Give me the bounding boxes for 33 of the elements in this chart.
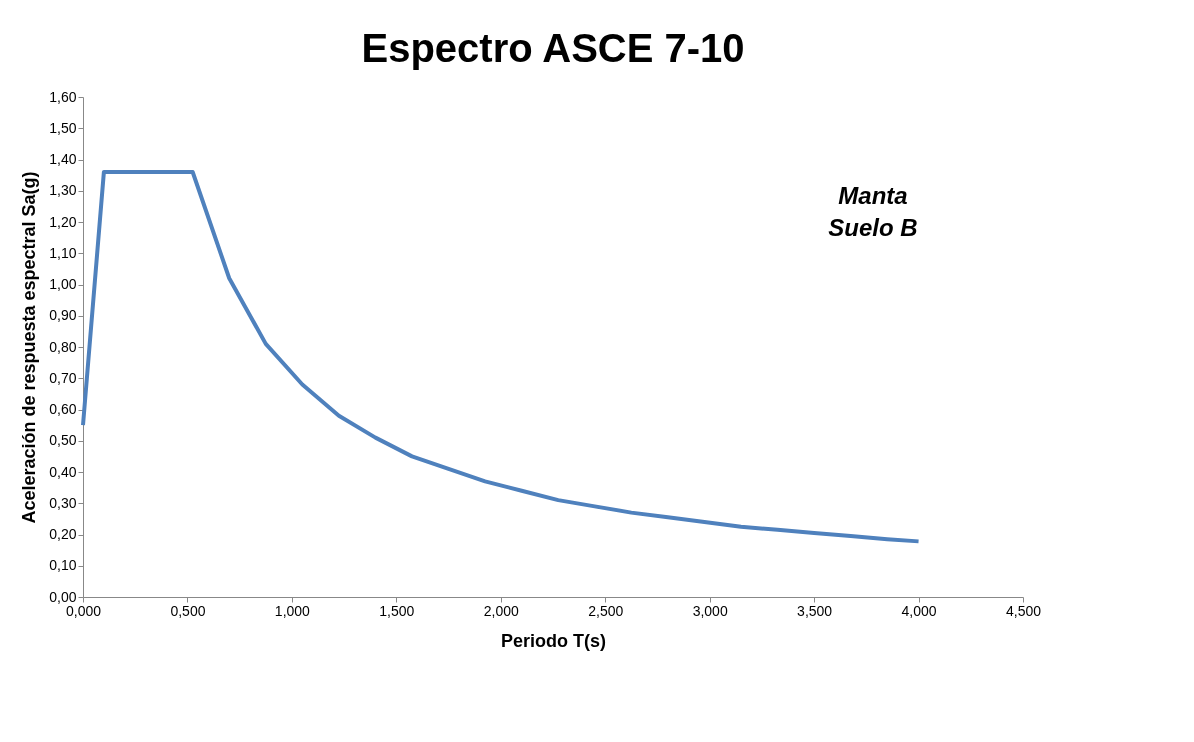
y-tick-label: 0,00 bbox=[49, 588, 77, 605]
y-tick-label: 0,90 bbox=[49, 307, 77, 324]
x-tick-label: 3,500 bbox=[797, 602, 833, 619]
y-tick-label: 1,40 bbox=[49, 151, 77, 167]
x-tick-label: 2,000 bbox=[483, 602, 519, 619]
y-tick-label: 0,40 bbox=[49, 463, 77, 480]
y-tick-label: 0,80 bbox=[49, 338, 77, 355]
x-tick-label: 0,000 bbox=[65, 602, 102, 619]
x-tick-label: 4,500 bbox=[1005, 602, 1042, 619]
y-tick-label: 0,30 bbox=[49, 494, 77, 511]
y-tick-label: 0,20 bbox=[49, 526, 77, 542]
y-tick-label: 1,10 bbox=[49, 244, 77, 261]
line-series bbox=[81, 170, 921, 544]
y-tick-label: 1,50 bbox=[49, 119, 77, 136]
x-tick-label: 4,000 bbox=[901, 602, 937, 619]
y-tick-label: 1,60 bbox=[49, 88, 77, 105]
y-tick-label: 0,70 bbox=[49, 369, 77, 386]
x-tick-label: 2,500 bbox=[588, 602, 624, 619]
annotation: Manta bbox=[838, 182, 908, 209]
y-tick-label: 0,60 bbox=[49, 401, 77, 417]
y-axis-title: Aceleración de respuesta espectral Sa(g) bbox=[19, 171, 40, 524]
chart-title: Espectro ASCE 7-10 bbox=[361, 26, 745, 70]
y-tick-label: 0,50 bbox=[49, 432, 77, 449]
y-tick-label: 1,20 bbox=[49, 213, 77, 230]
y-tick-label: 0,10 bbox=[49, 557, 77, 574]
x-tick-label: 0,500 bbox=[170, 602, 206, 619]
y-tick-label: 1,30 bbox=[49, 182, 77, 199]
annotation: Suelo B bbox=[828, 214, 918, 241]
y-tick-label: 1,00 bbox=[49, 276, 77, 292]
x-tick-label: 1,000 bbox=[274, 602, 311, 619]
x-axis-title: Periodo T(s) bbox=[500, 630, 607, 651]
x-tick-label: 3,000 bbox=[692, 602, 728, 619]
x-tick-label: 1,500 bbox=[379, 602, 415, 619]
